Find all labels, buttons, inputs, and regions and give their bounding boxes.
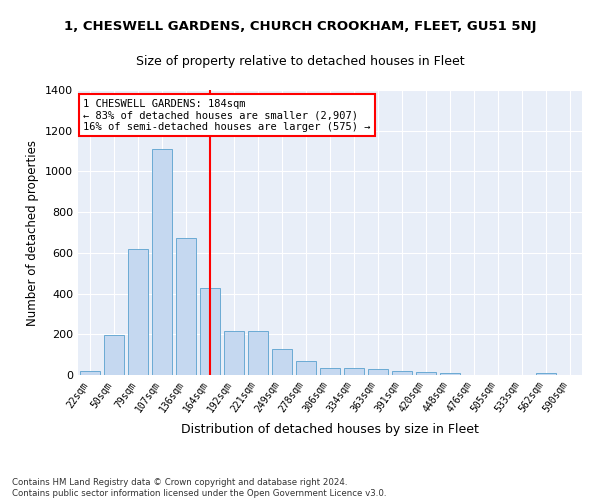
- X-axis label: Distribution of detached houses by size in Fleet: Distribution of detached houses by size …: [181, 423, 479, 436]
- Bar: [128, 249, 148, 375]
- Bar: [200, 288, 220, 375]
- Bar: [416, 372, 436, 375]
- Bar: [152, 149, 172, 375]
- Bar: [104, 336, 124, 375]
- Bar: [440, 372, 460, 375]
- Text: Contains HM Land Registry data © Crown copyright and database right 2024.
Contai: Contains HM Land Registry data © Crown c…: [12, 478, 386, 498]
- Bar: [224, 331, 244, 375]
- Bar: [344, 368, 364, 375]
- Bar: [248, 331, 268, 375]
- Text: 1, CHESWELL GARDENS, CHURCH CROOKHAM, FLEET, GU51 5NJ: 1, CHESWELL GARDENS, CHURCH CROOKHAM, FL…: [64, 20, 536, 33]
- Bar: [296, 361, 316, 375]
- Bar: [536, 372, 556, 375]
- Y-axis label: Number of detached properties: Number of detached properties: [26, 140, 40, 326]
- Bar: [272, 348, 292, 375]
- Bar: [80, 371, 100, 375]
- Bar: [176, 238, 196, 375]
- Bar: [392, 371, 412, 375]
- Bar: [368, 369, 388, 375]
- Bar: [320, 368, 340, 375]
- Text: 1 CHESWELL GARDENS: 184sqm
← 83% of detached houses are smaller (2,907)
16% of s: 1 CHESWELL GARDENS: 184sqm ← 83% of deta…: [83, 98, 371, 132]
- Text: Size of property relative to detached houses in Fleet: Size of property relative to detached ho…: [136, 55, 464, 68]
